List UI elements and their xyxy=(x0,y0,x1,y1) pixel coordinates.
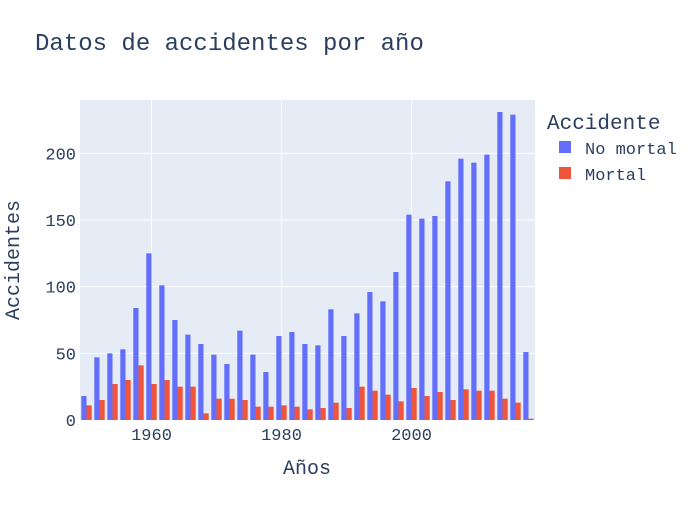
bar-no-mortal-2002[interactable] xyxy=(419,218,425,420)
bar-no-mortal-1968[interactable] xyxy=(198,344,204,420)
x-axis-ticks: 1960 1980 2000 xyxy=(131,427,432,446)
y-axis-ticks: 0 50 100 150 200 xyxy=(45,146,76,432)
bar-mortal-2012[interactable] xyxy=(489,390,495,420)
x-tick-label-2000: 2000 xyxy=(391,427,432,446)
bar-no-mortal-1976[interactable] xyxy=(250,354,256,420)
bar-mortal-1966[interactable] xyxy=(190,386,196,420)
y-tick-label-150: 150 xyxy=(45,213,76,232)
bar-no-mortal-2016[interactable] xyxy=(510,114,516,421)
legend-label-mortal: Mortal xyxy=(585,167,646,186)
legend-swatch-no-mortal xyxy=(559,141,571,153)
legend-item-no-mortal[interactable]: No mortal xyxy=(559,141,677,160)
bar-mortal-1988[interactable] xyxy=(333,402,339,420)
y-axis-label: Accidentes xyxy=(3,200,26,320)
bar-no-mortal-1998[interactable] xyxy=(393,272,399,420)
bar-mortal-1958[interactable] xyxy=(138,365,144,420)
bar-no-mortal-1990[interactable] xyxy=(341,336,347,420)
bar-no-mortal-2010[interactable] xyxy=(471,162,477,420)
bar-no-mortal-1966[interactable] xyxy=(185,334,191,420)
bar-mortal-1992[interactable] xyxy=(359,386,365,420)
bar-mortal-1974[interactable] xyxy=(242,400,248,420)
bar-no-mortal-2006[interactable] xyxy=(445,181,451,420)
bar-no-mortal-2004[interactable] xyxy=(432,216,438,420)
bar-mortal-2018[interactable] xyxy=(528,418,534,420)
bar-no-mortal-2000[interactable] xyxy=(406,214,412,420)
bar-no-mortal-1988[interactable] xyxy=(328,309,334,420)
bar-mortal-1982[interactable] xyxy=(294,406,300,420)
bar-mortal-1954[interactable] xyxy=(112,384,118,420)
bar-mortal-1950[interactable] xyxy=(86,405,92,420)
bar-no-mortal-1972[interactable] xyxy=(224,364,230,420)
bar-mortal-1978[interactable] xyxy=(268,406,274,420)
bar-no-mortal-1994[interactable] xyxy=(367,292,373,420)
bar-no-mortal-1984[interactable] xyxy=(302,344,308,420)
bar-no-mortal-1974[interactable] xyxy=(237,330,243,420)
x-axis-label: Años xyxy=(283,458,331,481)
bar-mortal-1984[interactable] xyxy=(307,409,313,420)
legend-title: Accidente xyxy=(547,113,660,136)
bar-mortal-2004[interactable] xyxy=(437,392,443,420)
bar-no-mortal-1982[interactable] xyxy=(289,332,295,420)
legend: Accidente No mortal Mortal xyxy=(547,113,677,186)
bar-mortal-1968[interactable] xyxy=(203,413,209,420)
bar-no-mortal-2018[interactable] xyxy=(523,352,529,420)
bar-no-mortal-1960[interactable] xyxy=(146,253,152,420)
bar-no-mortal-1978[interactable] xyxy=(263,372,269,420)
bar-mortal-1962[interactable] xyxy=(164,380,170,420)
y-tick-label-100: 100 xyxy=(45,280,76,299)
bar-no-mortal-1952[interactable] xyxy=(94,357,100,420)
y-tick-label-50: 50 xyxy=(56,346,76,365)
legend-label-no-mortal: No mortal xyxy=(585,141,677,160)
y-tick-label-0: 0 xyxy=(66,413,76,432)
bar-mortal-1964[interactable] xyxy=(177,386,183,420)
bar-mortal-1994[interactable] xyxy=(372,390,378,420)
bar-mortal-1996[interactable] xyxy=(385,394,391,420)
bar-no-mortal-2012[interactable] xyxy=(484,154,490,420)
bar-mortal-1976[interactable] xyxy=(255,406,261,420)
legend-swatch-mortal xyxy=(559,167,571,179)
bar-mortal-1990[interactable] xyxy=(346,408,352,420)
bar-mortal-1952[interactable] xyxy=(99,400,105,420)
bar-mortal-2000[interactable] xyxy=(411,388,417,420)
bar-no-mortal-1962[interactable] xyxy=(159,285,165,420)
bar-mortal-2014[interactable] xyxy=(502,398,508,420)
bar-mortal-2008[interactable] xyxy=(463,389,469,420)
bar-no-mortal-1956[interactable] xyxy=(120,349,126,420)
bar-mortal-1956[interactable] xyxy=(125,380,131,420)
bar-mortal-1980[interactable] xyxy=(281,405,287,420)
bar-mortal-1970[interactable] xyxy=(216,398,222,420)
bar-mortal-1972[interactable] xyxy=(229,398,235,420)
bar-mortal-1986[interactable] xyxy=(320,408,326,420)
bar-mortal-2002[interactable] xyxy=(424,396,430,420)
bar-no-mortal-1996[interactable] xyxy=(380,301,386,420)
bar-no-mortal-1980[interactable] xyxy=(276,336,282,420)
bar-no-mortal-1958[interactable] xyxy=(133,308,139,420)
bar-mortal-2016[interactable] xyxy=(515,402,521,420)
bar-no-mortal-2014[interactable] xyxy=(497,112,503,420)
bar-no-mortal-1986[interactable] xyxy=(315,345,321,420)
bar-mortal-1998[interactable] xyxy=(398,401,404,420)
bar-no-mortal-2008[interactable] xyxy=(458,158,464,420)
bar-no-mortal-1950[interactable] xyxy=(81,396,87,420)
bar-mortal-1960[interactable] xyxy=(151,384,157,420)
legend-item-mortal[interactable]: Mortal xyxy=(559,167,646,186)
chart-title: Datos de accidentes por año xyxy=(35,31,424,58)
bar-mortal-2006[interactable] xyxy=(450,400,456,420)
bar-no-mortal-1964[interactable] xyxy=(172,320,178,420)
y-tick-label-200: 200 xyxy=(45,146,76,165)
bar-no-mortal-1954[interactable] xyxy=(107,353,113,420)
bar-mortal-2010[interactable] xyxy=(476,390,482,420)
bar-no-mortal-1970[interactable] xyxy=(211,354,217,420)
bar-no-mortal-1992[interactable] xyxy=(354,313,360,420)
bars xyxy=(81,112,534,421)
x-tick-label-1960: 1960 xyxy=(131,427,172,446)
x-tick-label-1980: 1980 xyxy=(261,427,302,446)
